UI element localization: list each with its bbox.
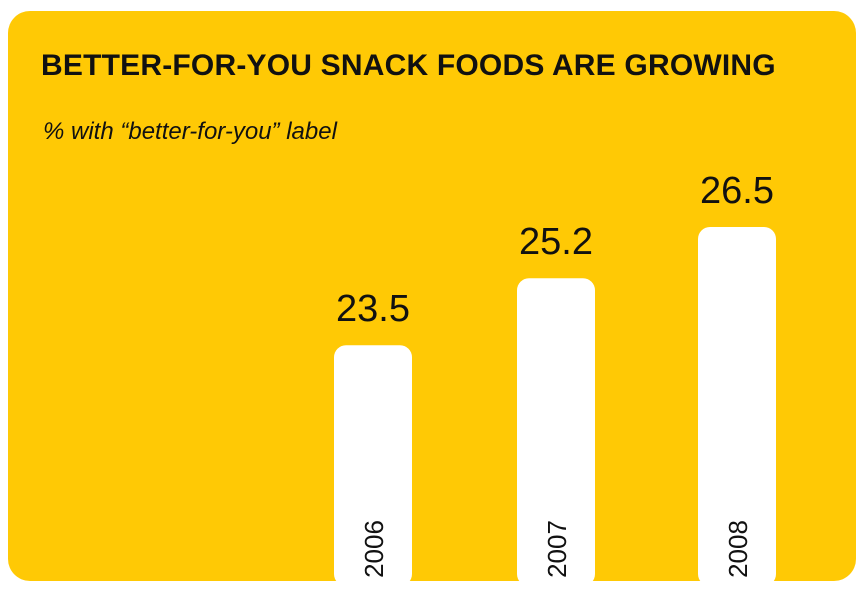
category-label-2007: 2007 xyxy=(542,520,572,578)
bar-plot: 23.5 2006 25.2 2007 26.5 2008 xyxy=(334,170,776,581)
bar-group-2007: 25.2 2007 xyxy=(517,221,595,581)
bar-2007 xyxy=(517,278,595,581)
chart-card: BETTER-FOR-YOU SNACK FOODS ARE GROWING %… xyxy=(8,11,856,581)
value-label-2006: 23.5 xyxy=(336,288,410,330)
category-label-2006: 2006 xyxy=(359,520,389,578)
category-label-2008: 2008 xyxy=(723,520,753,578)
bar-2006 xyxy=(334,345,412,581)
bar-group-2006: 23.5 2006 xyxy=(334,288,412,581)
chart-subtitle: % with “better-for-you” label xyxy=(43,118,337,145)
bar-group-2008: 26.5 2008 xyxy=(698,170,776,581)
chart-title: BETTER-FOR-YOU SNACK FOODS ARE GROWING xyxy=(41,49,776,82)
bar-2008 xyxy=(698,227,776,581)
bars-layer: 23.5 2006 25.2 2007 26.5 2008 xyxy=(334,170,776,581)
value-label-2008: 26.5 xyxy=(700,170,774,212)
value-label-2007: 25.2 xyxy=(519,221,593,263)
